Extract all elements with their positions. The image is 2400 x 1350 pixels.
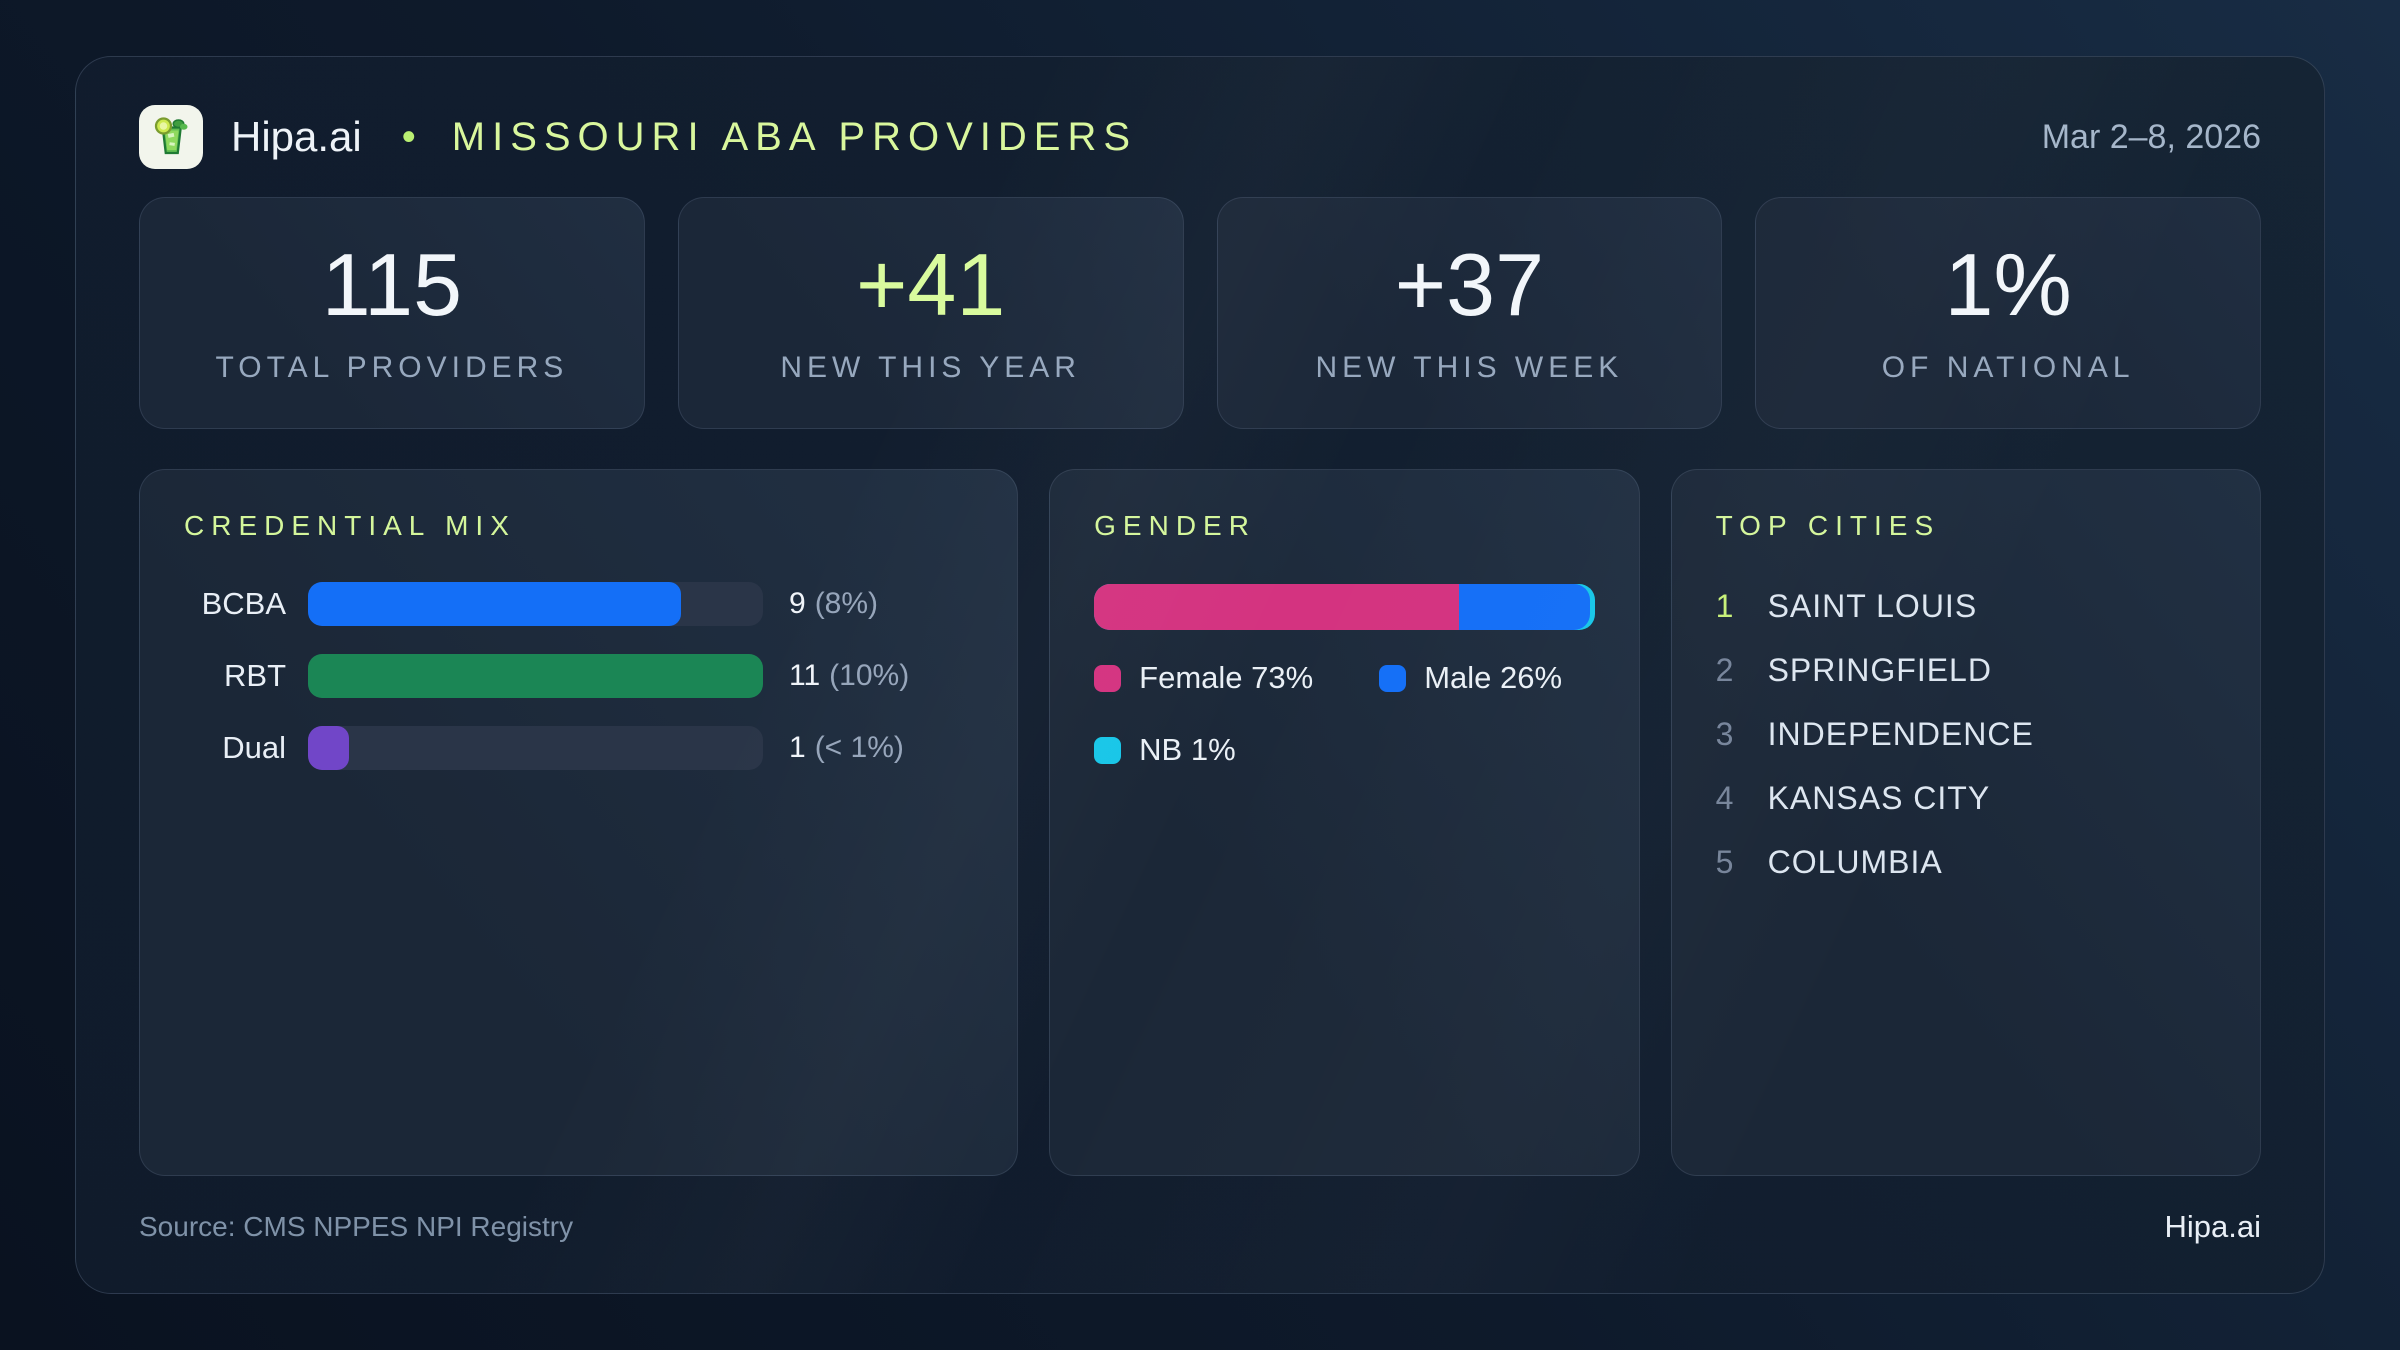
stat-card-new-this-year: +41 NEW THIS YEAR	[677, 197, 1184, 429]
city-row: 3 INDEPENDENCE	[1716, 702, 2216, 766]
female-swatch-icon	[1094, 664, 1122, 692]
stat-value: 115	[321, 235, 463, 334]
credential-label: RBT	[224, 658, 286, 693]
legend-label: NB 1%	[1139, 732, 1236, 767]
stat-label: OF NATIONAL	[1881, 351, 2135, 384]
credential-value: 11 (10%)	[789, 659, 910, 692]
panel-title-top-cities: TOP CITIES	[1715, 510, 1941, 541]
top-cities-panel: TOP CITIES 1 SAINT LOUIS 2 SPRINGFIELD 3…	[1670, 469, 2261, 1176]
panel-title-gender: GENDER	[1094, 510, 1256, 541]
stat-card-row: 115 TOTAL PROVIDERS +41 NEW THIS YEAR +3…	[139, 197, 2261, 429]
city-name: SAINT LOUIS	[1767, 587, 1978, 624]
nb-swatch-icon	[1094, 736, 1122, 764]
stat-card-total-providers: 115 TOTAL PROVIDERS	[139, 197, 645, 429]
city-row: 4 KANSAS CITY	[1716, 766, 2216, 830]
mojito-glass-icon	[147, 111, 195, 164]
credential-row-bcba: BCBA 9 (8%)	[184, 582, 973, 626]
date-range: Mar 2–8, 2026	[2041, 117, 2261, 156]
brand-logo	[139, 105, 203, 169]
city-rank: 2	[1715, 651, 1734, 688]
city-rank: 1	[1715, 587, 1734, 624]
header: Hipa.ai • MISSOURI ABA PROVIDERS Mar 2–8…	[139, 105, 2261, 169]
legend-item-male: Male 26%	[1379, 660, 1562, 696]
dashboard-card: Hipa.ai • MISSOURI ABA PROVIDERS Mar 2–8…	[75, 56, 2325, 1294]
city-list: 1 SAINT LOUIS 2 SPRINGFIELD 3 INDEPENDEN…	[1716, 574, 2216, 894]
city-name: KANSAS CITY	[1767, 779, 1991, 816]
credential-bar-fill	[308, 582, 682, 626]
stat-value: +37	[1394, 235, 1545, 334]
legend-item-female: Female 73%	[1094, 660, 1313, 696]
footer-brand: Hipa.ai	[2164, 1209, 2262, 1244]
legend-label: Female 73%	[1139, 660, 1314, 695]
gender-legend: Female 73% Male 26% NB 1%	[1094, 660, 1594, 768]
credential-row-dual: Dual 1 (< 1%)	[184, 726, 973, 770]
city-name: INDEPENDENCE	[1767, 715, 2034, 752]
city-rank: 3	[1715, 715, 1734, 752]
city-row: 1 SAINT LOUIS	[1716, 574, 2216, 638]
legend-row: NB 1%	[1094, 732, 1594, 768]
credential-label: Dual	[222, 730, 286, 765]
credential-bar-track	[308, 654, 763, 698]
brand-name: Hipa.ai	[231, 113, 362, 160]
legend-label: Male 26%	[1424, 660, 1563, 695]
city-rank: 4	[1715, 779, 1734, 816]
page-title: MISSOURI ABA PROVIDERS	[451, 114, 1138, 159]
city-name: SPRINGFIELD	[1767, 651, 1992, 688]
gender-panel: GENDER Female 73% Male 26%	[1049, 469, 1640, 1176]
stat-card-new-this-week: +37 NEW THIS WEEK	[1216, 197, 1723, 429]
legend-row: Female 73% Male 26%	[1094, 660, 1594, 696]
source-note: Source: CMS NPPES NPI Registry	[139, 1211, 574, 1242]
city-rank: 5	[1715, 843, 1734, 880]
panel-title-credential-mix: CREDENTIAL MIX	[184, 510, 516, 541]
city-name: COLUMBIA	[1767, 843, 1943, 880]
stat-label: NEW THIS WEEK	[1315, 351, 1624, 384]
gender-segment-male	[1459, 584, 1590, 630]
credential-value: 1 (< 1%)	[789, 731, 904, 764]
city-row: 2 SPRINGFIELD	[1716, 638, 2216, 702]
credential-bar-fill	[308, 726, 349, 770]
bullet-separator-icon: •	[401, 114, 416, 159]
credential-label: BCBA	[201, 586, 286, 621]
legend-item-nb: NB 1%	[1094, 732, 1236, 768]
stat-label: TOTAL PROVIDERS	[215, 351, 569, 384]
stat-label: NEW THIS YEAR	[780, 351, 1081, 384]
credential-bar-track	[308, 582, 763, 626]
panel-row: CREDENTIAL MIX BCBA 9 (8%) RBT	[139, 469, 2261, 1176]
stat-card-of-national: 1% OF NATIONAL	[1755, 197, 2261, 429]
gender-segment-female	[1094, 584, 1460, 630]
city-row: 5 COLUMBIA	[1716, 830, 2216, 894]
credential-bar-fill	[308, 654, 763, 698]
gender-stacked-bar	[1094, 584, 1595, 630]
credential-bar-track	[308, 726, 763, 770]
male-swatch-icon	[1379, 664, 1407, 692]
credential-row-rbt: RBT 11 (10%)	[184, 654, 973, 698]
credential-mix-panel: CREDENTIAL MIX BCBA 9 (8%) RBT	[139, 469, 1019, 1176]
credential-bar-chart: BCBA 9 (8%) RBT 11 (10%) D	[184, 582, 973, 770]
stat-value: +41	[855, 235, 1006, 334]
footer: Source: CMS NPPES NPI Registry Hipa.ai	[139, 1209, 2261, 1245]
credential-value: 9 (8%)	[789, 587, 879, 620]
stat-value: 1%	[1944, 235, 2072, 334]
